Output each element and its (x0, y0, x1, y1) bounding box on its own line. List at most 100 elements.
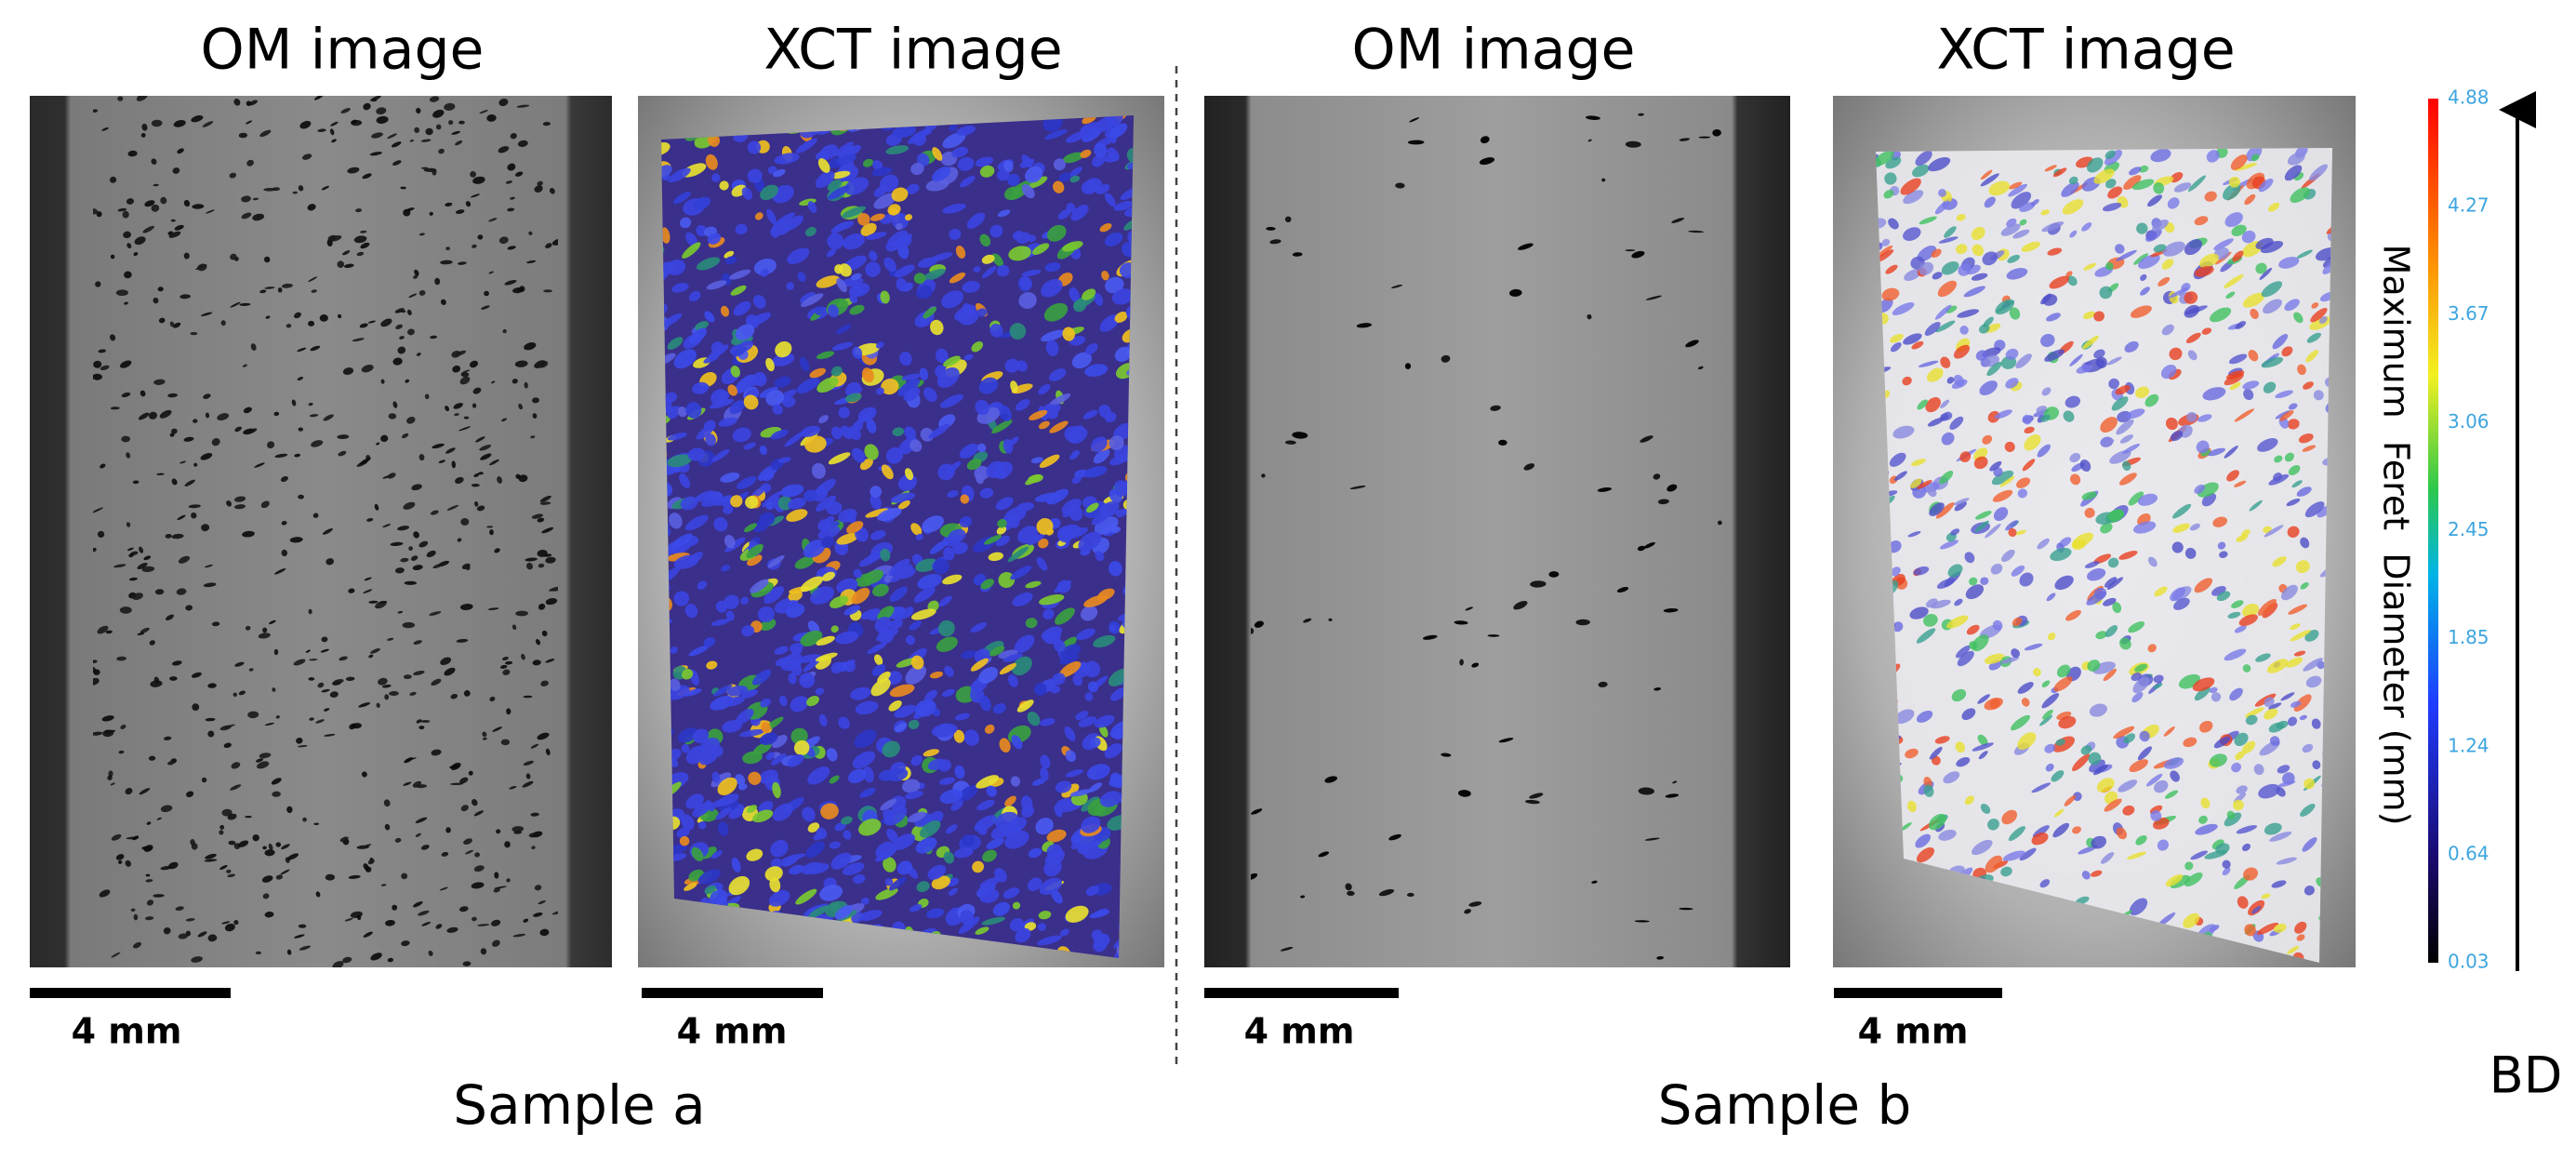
pore (803, 489, 818, 502)
pore (1099, 791, 1122, 807)
pore (2000, 657, 2019, 664)
pore (217, 413, 230, 421)
pore (801, 293, 824, 308)
pore (1025, 474, 1042, 486)
pore (816, 275, 840, 288)
pore (740, 596, 749, 606)
pore (2198, 815, 2208, 824)
pore (242, 364, 247, 367)
pore (2256, 922, 2279, 935)
pore (1109, 435, 1124, 451)
pore (494, 872, 499, 879)
pore (404, 580, 418, 585)
pore (234, 504, 246, 510)
pore (140, 132, 146, 138)
pore (144, 200, 155, 207)
pore (2291, 480, 2303, 488)
pore (852, 751, 876, 769)
pore (676, 827, 690, 838)
pore (2115, 385, 2131, 395)
pore (1123, 219, 1134, 231)
pore (1091, 436, 1108, 453)
pore (884, 878, 894, 886)
pore (2086, 157, 2104, 173)
pore (2304, 778, 2316, 790)
pore (774, 376, 791, 388)
pore (804, 435, 827, 453)
pore (1441, 753, 1452, 757)
pore (1011, 735, 1023, 750)
pore (991, 420, 1013, 433)
pore (908, 719, 920, 729)
pore (405, 379, 410, 383)
pore (1009, 918, 1025, 932)
pore (549, 188, 555, 194)
pore (970, 658, 989, 672)
pore (679, 835, 690, 846)
pore (1021, 183, 1035, 199)
pore (2161, 324, 2174, 336)
pore (2044, 349, 2065, 362)
pore (281, 844, 290, 850)
pore (156, 473, 165, 475)
pore (430, 510, 439, 515)
pore (2046, 593, 2056, 602)
pore (173, 120, 186, 127)
pore (2123, 733, 2136, 744)
pore (321, 636, 328, 643)
pore (324, 733, 336, 737)
pore (865, 261, 881, 277)
pore (551, 238, 558, 246)
pore (673, 591, 690, 606)
pore (874, 617, 892, 633)
pore (1111, 526, 1122, 534)
pore (2011, 192, 2032, 209)
pore (107, 775, 113, 780)
pore (2128, 491, 2144, 506)
pore (2080, 745, 2092, 755)
pore (1039, 594, 1065, 606)
pore (666, 259, 686, 276)
pore (132, 835, 139, 841)
pore (309, 659, 318, 661)
pore (117, 207, 127, 212)
pore (540, 680, 549, 687)
pore (138, 412, 150, 420)
pore (1034, 492, 1059, 502)
pore (183, 436, 194, 442)
pore (790, 696, 809, 713)
pore (1016, 699, 1034, 713)
pore (156, 817, 163, 820)
pore (2024, 426, 2035, 434)
pore (896, 860, 912, 875)
pore (2249, 500, 2263, 512)
pore (1490, 405, 1501, 411)
pore (130, 908, 136, 913)
pore (806, 695, 819, 707)
pore (838, 406, 850, 419)
pore (409, 140, 415, 142)
pore (1471, 662, 1480, 668)
pore (1900, 178, 1921, 195)
pore (684, 688, 702, 697)
pore (2069, 353, 2083, 366)
pore (954, 847, 974, 859)
pore (2083, 262, 2096, 271)
pore (2173, 597, 2190, 610)
pore (451, 130, 461, 135)
pore (2061, 181, 2079, 197)
pore (892, 833, 915, 850)
pore (981, 916, 1005, 926)
pore (673, 349, 697, 369)
pore (98, 349, 107, 353)
pore (750, 581, 774, 598)
pore (759, 512, 776, 526)
pore (2164, 790, 2179, 799)
pore (1069, 789, 1093, 797)
pore (2264, 525, 2284, 538)
pore (803, 658, 821, 673)
pore (2226, 810, 2236, 819)
pore (1261, 473, 1266, 478)
pore (661, 227, 671, 244)
pore (498, 236, 509, 245)
